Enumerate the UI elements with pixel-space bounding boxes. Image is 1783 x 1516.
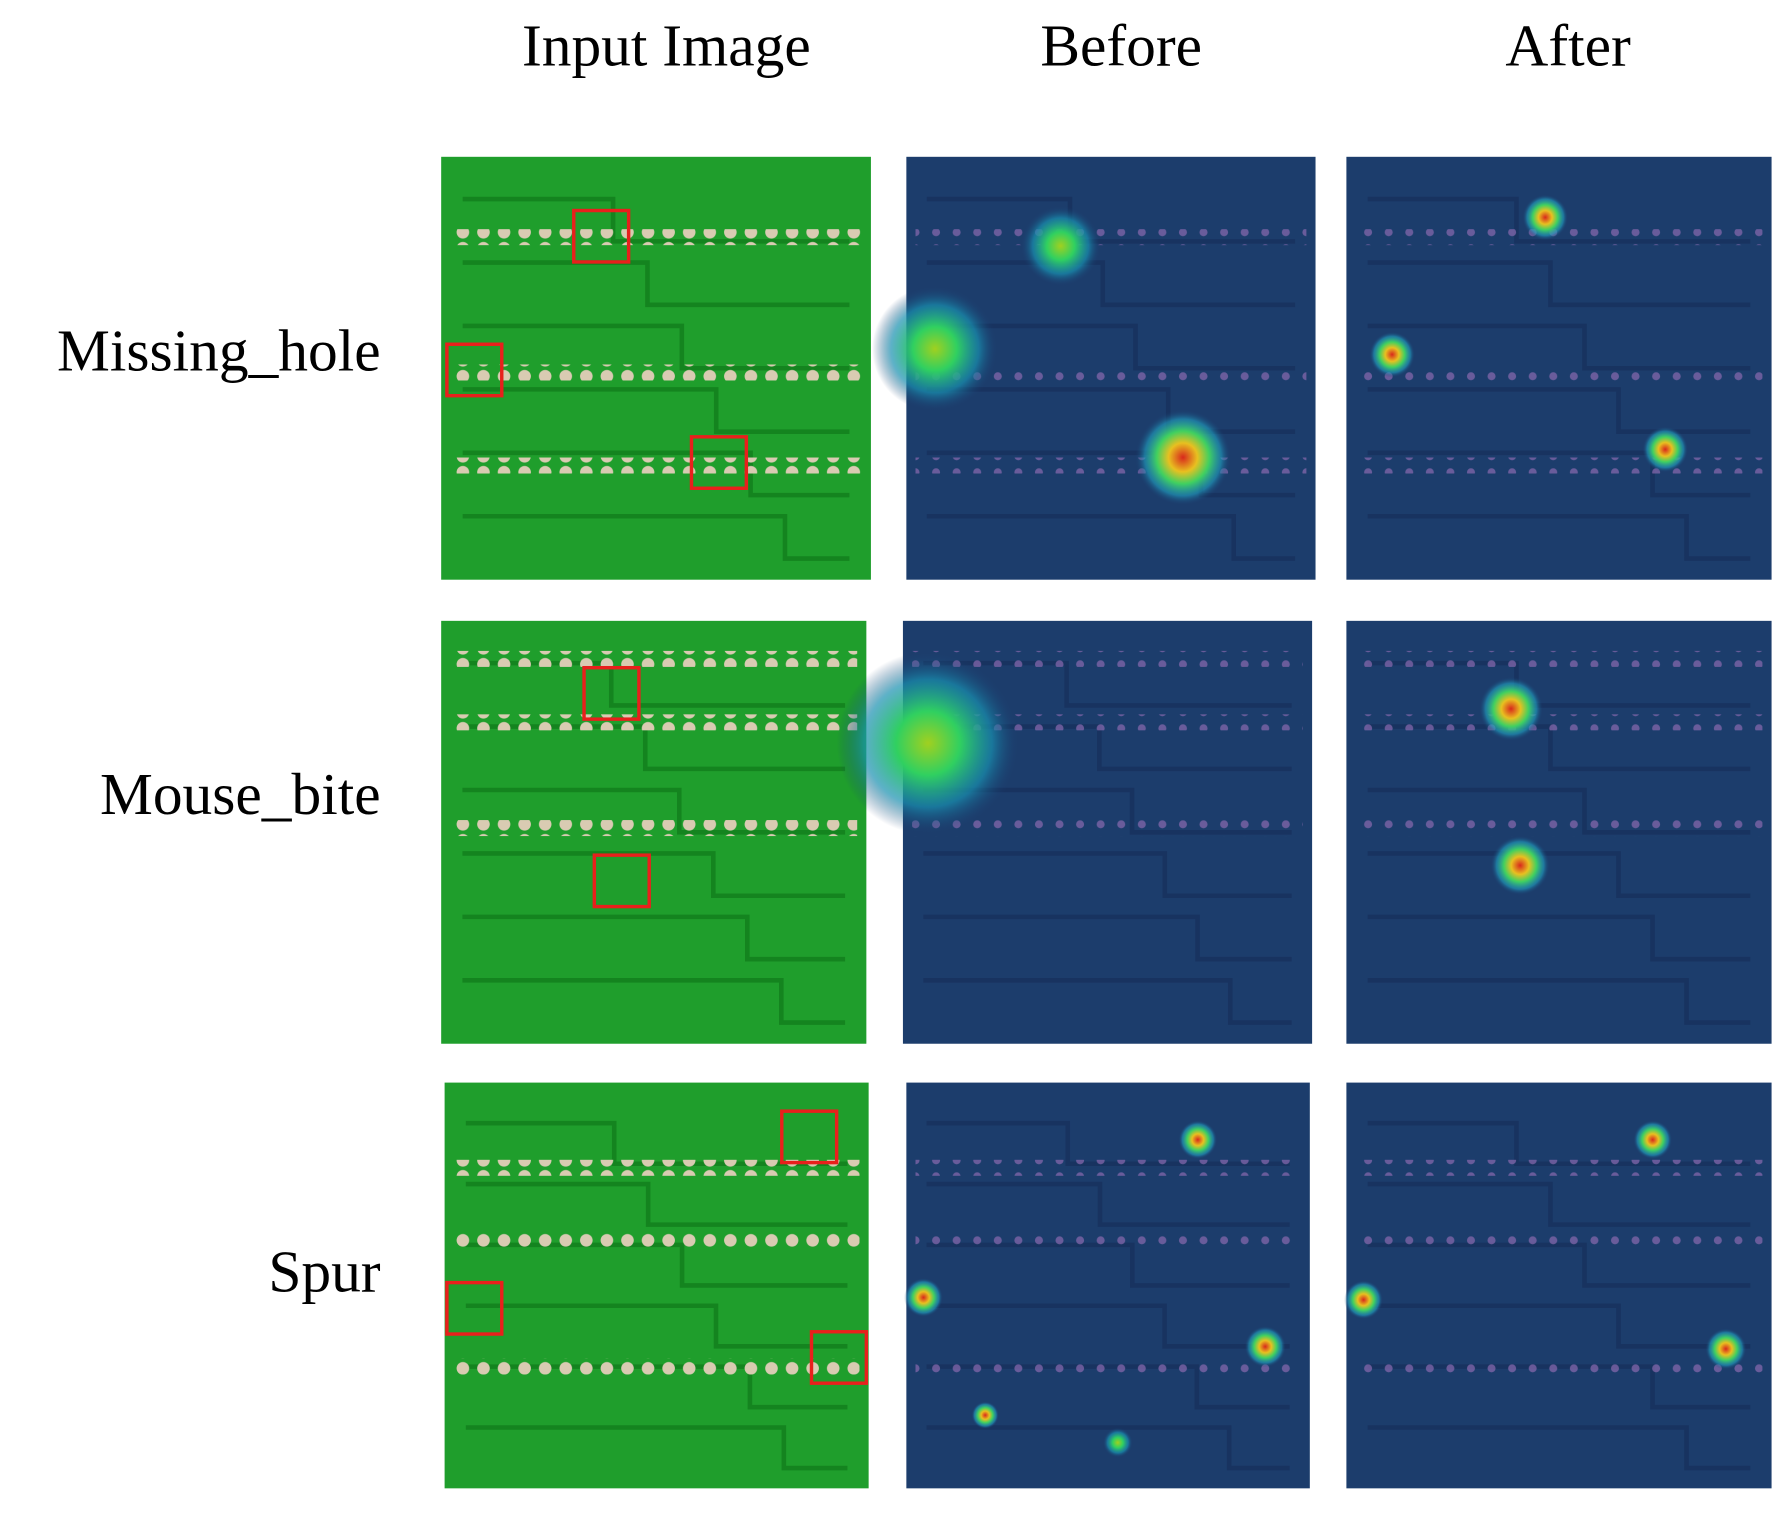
pad-row	[912, 820, 1303, 837]
trace	[462, 978, 846, 1025]
defect-box	[445, 342, 504, 398]
trace	[1367, 978, 1751, 1025]
activation	[1490, 835, 1550, 896]
activation	[1020, 205, 1101, 286]
trace	[923, 978, 1292, 1025]
pad-row	[915, 229, 1307, 246]
defect-box	[592, 853, 651, 909]
activation	[1633, 1120, 1673, 1160]
activation	[872, 285, 998, 412]
defect-box	[809, 1330, 869, 1385]
trace	[462, 387, 850, 434]
pad-row	[1355, 650, 1763, 667]
pad-row	[915, 1358, 1301, 1375]
pad-row	[450, 820, 858, 837]
trace	[926, 1181, 1290, 1227]
pad-row	[1355, 1159, 1763, 1176]
trace	[1367, 387, 1751, 434]
activation	[1134, 409, 1231, 506]
pad-row	[1355, 229, 1763, 246]
trace	[1367, 1181, 1751, 1227]
column-title: Input Image	[522, 12, 811, 78]
row-label: Spur	[268, 1239, 380, 1305]
pad-row	[1355, 1232, 1763, 1249]
column-title: Before	[1040, 12, 1202, 78]
trace	[462, 513, 850, 561]
trace	[465, 1181, 848, 1227]
pad-row	[1355, 820, 1763, 837]
defect-box	[582, 665, 641, 721]
pad-row	[915, 364, 1307, 381]
trace	[1367, 914, 1751, 962]
trace	[1367, 260, 1751, 308]
pad-row	[450, 364, 862, 381]
activation	[1522, 194, 1569, 241]
activation	[1478, 676, 1543, 741]
pad-row	[1355, 364, 1763, 381]
row-label: Missing_hole	[57, 317, 381, 383]
trace	[923, 851, 1292, 899]
activation	[1244, 1326, 1286, 1368]
pad-row	[453, 1159, 860, 1176]
trace	[1367, 1303, 1751, 1349]
trace	[462, 450, 850, 498]
trace	[462, 914, 846, 962]
activation	[836, 651, 1020, 835]
defect-box	[445, 1280, 504, 1336]
trace	[465, 1425, 848, 1471]
pad-row	[915, 1232, 1301, 1249]
pad-row	[453, 1358, 860, 1375]
activation	[971, 1401, 999, 1429]
pad-row	[450, 714, 858, 731]
activation	[1344, 1280, 1383, 1320]
pad-row	[1355, 714, 1763, 731]
defect-box	[780, 1109, 839, 1165]
trace	[1367, 513, 1751, 561]
pad-row	[1355, 457, 1763, 474]
activation	[1369, 331, 1415, 378]
trace	[1367, 450, 1751, 498]
trace	[926, 260, 1296, 308]
trace	[1367, 1425, 1751, 1471]
pad-row	[915, 1159, 1301, 1176]
activation	[1178, 1120, 1218, 1160]
pad-row	[1355, 1358, 1763, 1375]
activation	[1642, 426, 1689, 473]
trace	[465, 1303, 848, 1349]
pad-row	[450, 457, 862, 474]
row-label: Mouse_bite	[100, 761, 381, 827]
column-title: After	[1505, 12, 1631, 78]
trace	[923, 914, 1292, 962]
activation	[1102, 1427, 1133, 1458]
defect-box	[689, 435, 749, 490]
pad-row	[912, 650, 1303, 667]
trace	[462, 260, 850, 308]
pad-row	[450, 229, 862, 246]
trace	[926, 387, 1296, 434]
defect-box	[572, 208, 631, 264]
pad-row	[450, 650, 858, 667]
trace	[926, 1425, 1290, 1471]
trace	[926, 513, 1296, 561]
activation	[904, 1278, 943, 1317]
pad-row	[453, 1232, 860, 1249]
activation	[1705, 1328, 1747, 1370]
pad-row	[915, 457, 1307, 474]
trace	[926, 1303, 1290, 1349]
trace	[462, 851, 846, 899]
